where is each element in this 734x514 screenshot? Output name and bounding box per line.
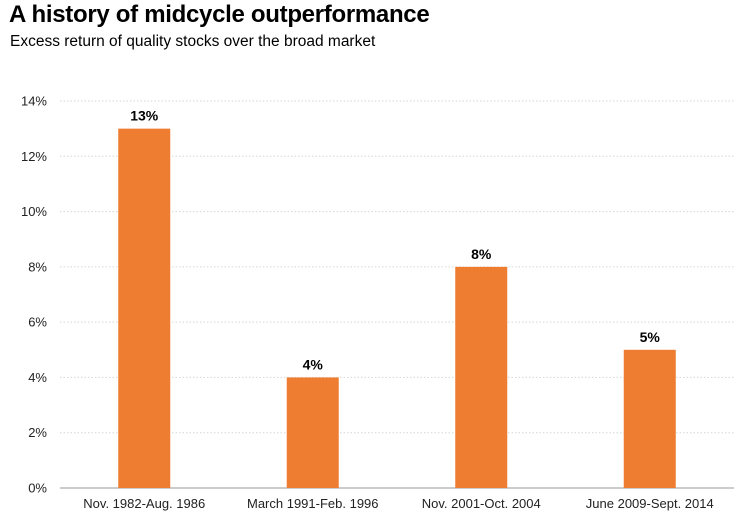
data-labels: 13% 4% 8% 5% [130,108,660,373]
x-tick-label: March 1991-Feb. 1996 [247,496,379,511]
y-tick-label: 6% [28,315,47,330]
y-axis-ticks: 0% 2% 4% 6% 8% 10% 12% 14% [21,94,47,496]
x-tick-label: Nov. 1982-Aug. 1986 [83,496,205,511]
bars [118,128,676,488]
chart-subtitle: Excess return of quality stocks over the… [10,33,376,50]
x-tick-label: June 2009-Sept. 2014 [586,496,714,511]
bar [623,349,676,488]
y-tick-label: 4% [28,370,47,385]
bar [455,266,508,488]
data-label: 13% [130,108,159,124]
y-tick-label: 2% [28,425,47,440]
x-tick-label: Nov. 2001-Oct. 2004 [422,496,541,511]
data-label: 5% [640,329,661,345]
y-tick-label: 8% [28,259,47,274]
y-tick-label: 0% [28,481,47,496]
gridlines [60,100,734,489]
y-tick-label: 12% [21,149,47,164]
bar [286,377,339,488]
bar [118,128,171,488]
data-label: 8% [471,246,492,262]
y-tick-label: 10% [21,204,47,219]
data-label: 4% [303,356,324,372]
x-axis-ticks: Nov. 1982-Aug. 1986 March 1991-Feb. 1996 N… [83,496,713,511]
y-tick-label: 14% [21,94,47,109]
chart-title: A history of midcycle outperformance [9,1,430,28]
